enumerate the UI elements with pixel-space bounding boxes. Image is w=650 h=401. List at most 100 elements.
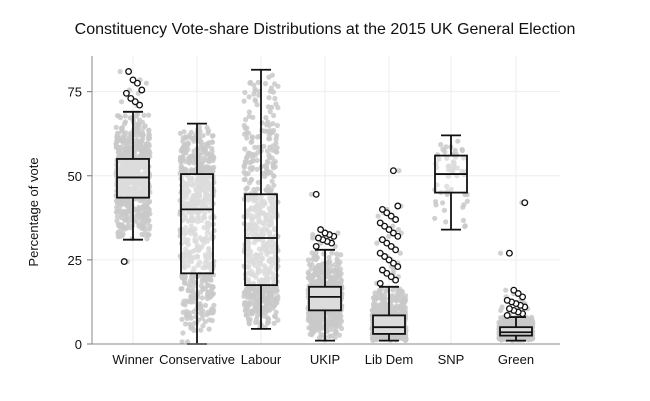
point-lib-dem [396,168,402,174]
point-labour [266,122,272,128]
point-ukip [329,250,335,256]
point-conservative [190,181,197,187]
point-labour [261,143,267,149]
point-conservative [198,327,204,333]
point-winner [119,233,125,239]
point-conservative [192,232,198,238]
point-labour [260,210,267,216]
point-labour [266,74,272,80]
point-conservative [201,225,207,231]
point-labour [254,157,260,163]
point-conservative [184,298,190,304]
point-conservative [190,135,196,142]
point-winner [118,144,124,150]
point-conservative [185,182,191,188]
point-winner [139,137,145,143]
point-ukip [309,310,315,316]
outlier-lib-dem [389,167,397,175]
point-labour [253,221,259,227]
point-green [503,287,509,293]
point-labour [268,85,274,91]
point-labour [252,214,258,220]
point-winner [113,209,119,215]
point-ukip [305,257,311,263]
point-winner [142,180,148,186]
point-labour [258,194,264,200]
point-conservative [197,259,203,266]
point-labour [271,320,277,326]
point-labour [266,95,272,101]
point-winner [140,163,147,169]
point-labour [242,146,248,152]
point-labour [263,216,269,222]
point-conservative [196,161,203,167]
point-conservative [189,168,195,174]
point-labour [246,113,252,119]
point-labour [254,252,260,259]
point-lib-dem [396,287,402,294]
point-winner [121,132,127,138]
point-ukip [309,319,315,325]
point-labour [245,288,251,294]
point-conservative [197,138,203,144]
point-conservative [198,306,204,312]
point-ukip [313,249,319,256]
point-conservative [203,258,210,264]
point-ukip [317,276,323,282]
point-labour [270,143,276,149]
point-winner [116,113,122,119]
point-labour [265,159,271,166]
point-labour [270,303,276,309]
point-labour [252,301,259,307]
point-winner [139,188,145,195]
point-conservative [186,160,192,166]
point-ukip [332,335,338,341]
point-winner [117,68,123,75]
point-conservative [192,238,198,244]
point-labour [270,160,276,166]
point-conservative [181,264,188,270]
point-winner [147,211,153,217]
point-snp [462,223,468,229]
point-conservative [180,330,186,336]
point-conservative [202,319,208,325]
point-lib-dem [376,288,382,294]
y-tick-label-75: 75 [68,85,82,100]
point-lib-dem [399,308,405,314]
point-labour [274,149,280,155]
point-labour [256,216,262,223]
point-ukip [333,328,339,334]
point-labour [246,280,252,286]
point-conservative [206,159,212,165]
point-labour [255,149,261,155]
point-ukip [315,262,321,268]
point-labour [255,269,261,275]
point-labour [267,221,273,228]
point-conservative [180,138,186,144]
point-labour [260,268,266,274]
chart-title: Constituency Vote-share Distributions at… [75,21,576,38]
point-winner [133,171,140,177]
point-conservative [209,153,215,159]
point-labour [252,97,258,103]
point-winner [115,230,121,236]
outlier-lib-dem [376,279,384,287]
point-labour [245,245,251,251]
point-conservative [190,218,196,224]
point-winner [139,231,145,237]
point-conservative [187,278,193,284]
point-conservative [184,315,190,321]
point-ukip [315,269,321,275]
point-ukip [325,259,331,266]
point-snp [460,217,467,223]
outlier-green [521,199,529,207]
point-conservative [197,193,203,199]
outlier-lib-dem [394,202,402,210]
point-green [499,304,505,310]
outlier-green [503,311,511,319]
point-conservative [198,183,204,189]
outlier-ukip [312,242,320,250]
point-winner [142,123,148,129]
outlier-winner [122,89,130,97]
